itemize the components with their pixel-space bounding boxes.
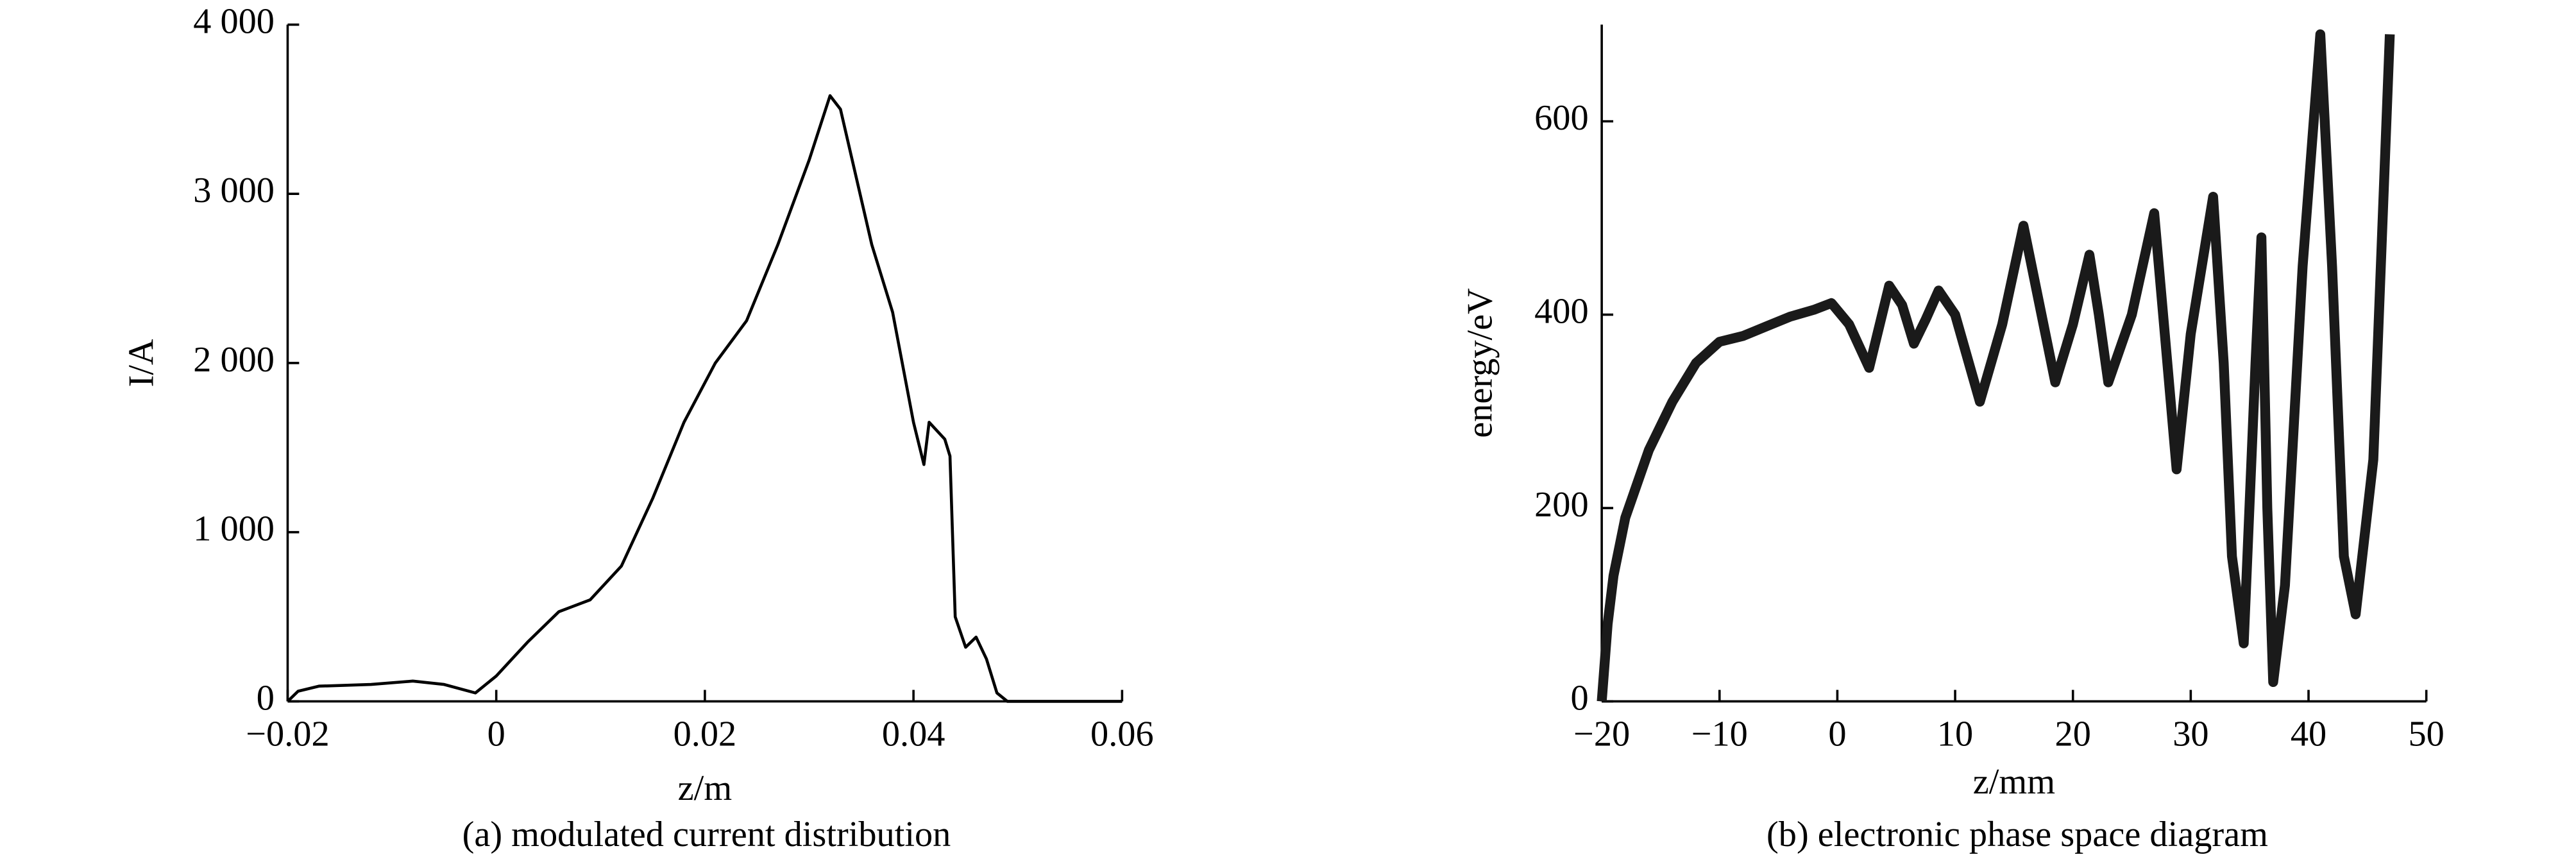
x-tick-label: 0.06 [1090,715,1154,754]
x-tick-label: −20 [1573,715,1630,754]
x-tick-label: −0.02 [246,715,329,754]
y-tick-label: 3 000 [193,171,275,210]
x-tick-label: 20 [2055,715,2091,754]
y-tick-label: 200 [1534,485,1588,525]
caption: (b) electronic phase space diagram [1767,815,2268,854]
y-tick-label: 0 [257,678,275,718]
x-tick-label: −10 [1691,715,1748,754]
y-tick-label: 0 [1570,678,1588,718]
caption: (a) modulated current distribution [462,815,951,854]
y-tick-label: 600 [1534,98,1588,138]
y-tick-label: 4 000 [193,1,275,41]
x-tick-label: 0 [487,715,505,754]
data-line [1597,29,2395,702]
x-axis-label: z/mm [1973,762,2055,802]
x-tick-label: 30 [2173,715,2208,754]
x-tick-label: 0.02 [674,715,737,754]
y-axis-label: I/A [122,339,162,387]
y-tick-label: 1 000 [193,509,275,549]
x-tick-label: 40 [2291,715,2326,754]
x-tick-label: 50 [2408,715,2444,754]
y-tick-label: 400 [1534,292,1588,332]
y-axis-label: energy/eV [1461,288,1500,438]
x-axis-label: z/m [678,768,732,808]
x-tick-label: 10 [1937,715,1973,754]
x-tick-label: 0.04 [882,715,945,754]
x-tick-label: 0 [1828,715,1846,754]
data-line [286,94,1123,703]
y-tick-label: 2 000 [193,340,275,380]
